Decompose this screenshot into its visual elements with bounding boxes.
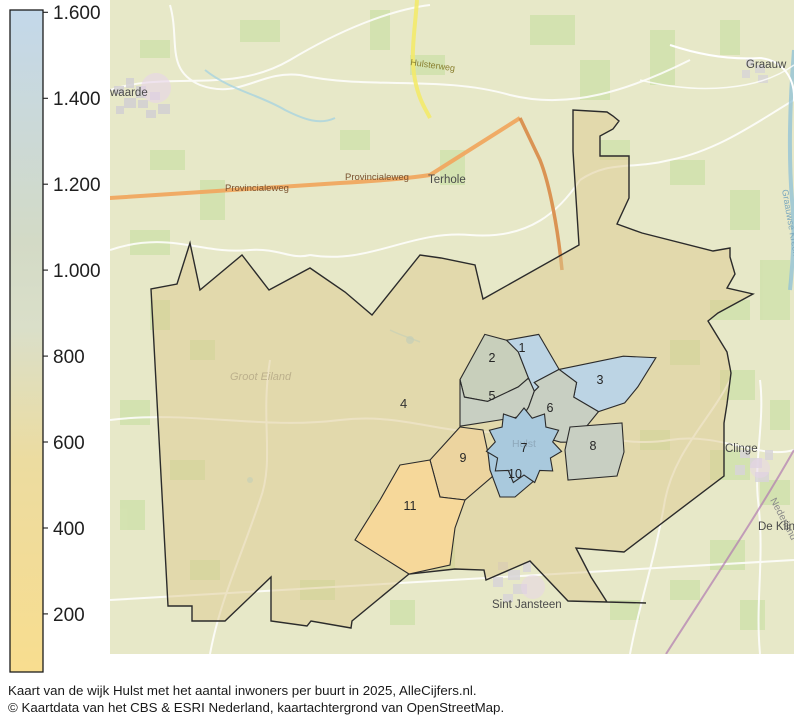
svg-text:1.400: 1.400 bbox=[53, 89, 101, 110]
svg-text:Graauw: Graauw bbox=[746, 59, 787, 71]
svg-text:Provincialeweg: Provincialeweg bbox=[345, 172, 409, 183]
svg-text:2: 2 bbox=[489, 351, 496, 365]
svg-text:8: 8 bbox=[590, 439, 597, 453]
svg-text:11: 11 bbox=[404, 499, 417, 513]
svg-text:400: 400 bbox=[53, 519, 85, 540]
svg-text:Terhole: Terhole bbox=[428, 174, 466, 186]
svg-text:Clinge: Clinge bbox=[725, 443, 758, 455]
svg-text:600: 600 bbox=[53, 433, 85, 454]
svg-text:1.600: 1.600 bbox=[53, 3, 101, 24]
svg-text:De Klinge: De Klinge bbox=[758, 521, 794, 533]
svg-text:1: 1 bbox=[519, 341, 526, 355]
svg-text:Provincialeweg: Provincialeweg bbox=[225, 183, 289, 194]
svg-text:Sint Jansteen: Sint Jansteen bbox=[492, 599, 562, 611]
svg-text:5: 5 bbox=[489, 389, 496, 403]
svg-text:10: 10 bbox=[508, 467, 522, 481]
svg-text:200: 200 bbox=[53, 605, 85, 626]
svg-text:1.000: 1.000 bbox=[53, 261, 101, 282]
svg-text:4: 4 bbox=[400, 396, 407, 411]
svg-text:800: 800 bbox=[53, 347, 85, 368]
svg-text:1.200: 1.200 bbox=[53, 175, 101, 196]
svg-text:waarde: waarde bbox=[110, 87, 148, 99]
svg-text:9: 9 bbox=[460, 451, 467, 465]
svg-text:3: 3 bbox=[597, 373, 604, 387]
svg-text:7: 7 bbox=[521, 441, 528, 455]
svg-text:6: 6 bbox=[547, 401, 554, 415]
